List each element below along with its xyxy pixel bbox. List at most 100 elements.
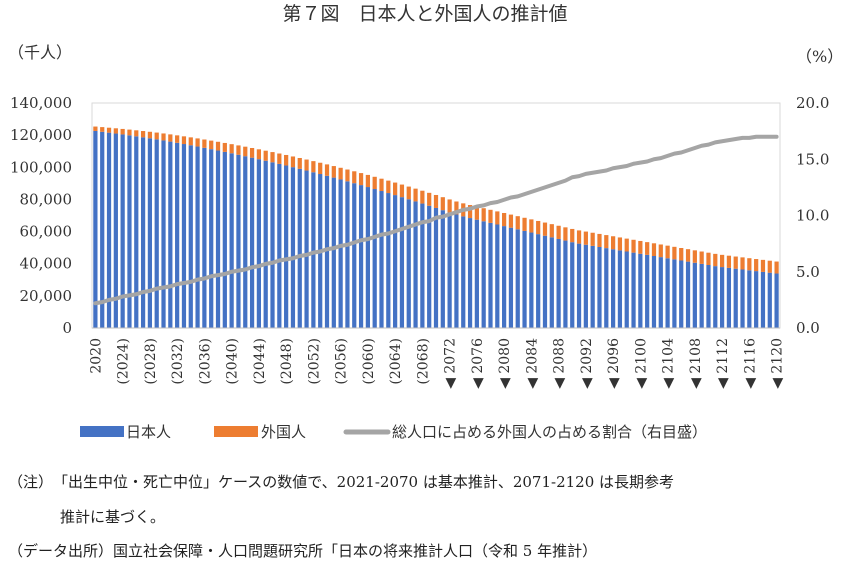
bar-japanese-2039 (222, 151, 227, 328)
bar-foreign-2034 (188, 137, 193, 146)
legend-swatch-foreign (214, 426, 258, 437)
bar-foreign-2101 (645, 242, 650, 255)
bar-foreign-2024 (120, 128, 125, 135)
left-tick-label: 140,000 (10, 94, 72, 112)
bar-foreign-2041 (236, 145, 241, 155)
bar-foreign-2021 (100, 127, 105, 132)
bar-japanese-2042 (243, 156, 248, 328)
bar-foreign-2100 (638, 240, 643, 254)
bar-japanese-2061 (372, 189, 377, 328)
bar-foreign-2079 (495, 211, 500, 225)
bar-japanese-2048 (284, 165, 289, 328)
bar-foreign-2097 (617, 237, 623, 251)
bar-japanese-2109 (699, 263, 704, 329)
bar-japanese-2025 (127, 135, 132, 328)
bar-japanese-2029 (154, 139, 159, 328)
bar-japanese-2082 (515, 229, 520, 328)
bar-japanese-2031 (168, 141, 173, 328)
bar-foreign-2092 (583, 231, 588, 245)
bar-japanese-2032 (175, 142, 180, 328)
bar-japanese-2079 (495, 224, 500, 328)
bar-japanese-2043 (249, 157, 255, 328)
source-note: （データ出所）国立社会保障・人口問題研究所「日本の将来推計人口（令和 5 年推計… (8, 542, 598, 560)
bar-foreign-2030 (161, 133, 166, 141)
bar-foreign-2082 (515, 216, 520, 230)
bar-japanese-2120 (774, 273, 779, 328)
bar-foreign-2073 (454, 201, 459, 215)
bar-foreign-2031 (168, 134, 173, 142)
left-tick-label: 20,000 (20, 287, 73, 305)
bar-japanese-2072 (447, 212, 452, 328)
bar-japanese-2081 (508, 227, 514, 328)
bar-japanese-2116 (747, 270, 752, 328)
left-tick-label: 120,000 (10, 126, 72, 144)
bar-japanese-2037 (209, 149, 214, 328)
bar-japanese-2058 (352, 183, 357, 328)
bar-foreign-2035 (195, 138, 200, 147)
left-tick-label: 40,000 (20, 255, 73, 273)
x-tick-label: ◀ 2116 (742, 338, 758, 389)
footnote-line-2: 推計に基づく。 (60, 508, 166, 526)
bar-japanese-2059 (358, 185, 364, 328)
bar-foreign-2063 (386, 180, 391, 194)
bar-foreign-2072 (447, 199, 452, 213)
bar-japanese-2057 (345, 181, 350, 328)
right-tick-label: 10.0 (796, 207, 829, 225)
bar-foreign-2116 (747, 258, 752, 271)
bar-japanese-2090 (570, 242, 575, 328)
bar-foreign-2102 (651, 243, 657, 256)
bar-japanese-2052 (311, 172, 316, 328)
x-tick-label: ◀ 2088 (552, 338, 568, 389)
bar-japanese-2041 (236, 154, 241, 328)
bar-foreign-2087 (549, 224, 554, 238)
bar-foreign-2025 (127, 129, 132, 136)
bar-foreign-2109 (699, 251, 704, 264)
bar-foreign-2120 (774, 261, 779, 274)
x-tick-label: ◀ 2120 (770, 338, 786, 389)
bar-foreign-2071 (440, 197, 445, 211)
bar-foreign-2049 (290, 156, 296, 168)
right-tick-label: 20.0 (796, 94, 829, 112)
bar-japanese-2115 (740, 269, 745, 328)
bar-foreign-2095 (604, 235, 609, 249)
bar-foreign-2039 (222, 142, 227, 152)
bar-foreign-2110 (706, 252, 711, 265)
legend-label-foreign: 外国人 (261, 423, 306, 441)
bar-foreign-2022 (106, 127, 112, 133)
bar-japanese-2093 (590, 245, 595, 329)
x-tick-label: (2040) (225, 338, 241, 385)
bar-japanese-2100 (638, 253, 643, 328)
right-tick-label: 5.0 (796, 263, 820, 281)
bar-foreign-2113 (726, 255, 732, 268)
bar-japanese-2046 (270, 162, 275, 328)
bar-japanese-2035 (195, 146, 200, 328)
bar-japanese-2054 (324, 175, 330, 328)
bar-foreign-2023 (113, 128, 118, 134)
bar-foreign-2106 (679, 248, 684, 261)
bar-japanese-2055 (331, 177, 336, 328)
bar-japanese-2095 (604, 248, 609, 329)
bar-japanese-2038 (215, 150, 221, 328)
bar-foreign-2076 (474, 206, 479, 220)
bar-japanese-2104 (665, 258, 670, 328)
bar-japanese-2056 (338, 179, 343, 328)
bar-japanese-2108 (692, 262, 697, 328)
bar-japanese-2051 (304, 170, 309, 328)
bar-foreign-2078 (488, 209, 493, 223)
bar-japanese-2034 (188, 145, 193, 328)
series-foreign-bars (93, 126, 779, 274)
left-tick-label: 60,000 (20, 223, 73, 241)
bar-foreign-2020 (93, 126, 98, 131)
series-foreign-ratio-line (93, 134, 779, 306)
x-tick-label: ◀ 2092 (579, 338, 595, 389)
left-axis-unit: （千人） (8, 43, 72, 62)
bar-japanese-2069 (427, 205, 432, 328)
x-tick-label: (2028) (143, 338, 159, 385)
bar-japanese-2033 (181, 144, 187, 328)
bar-foreign-2075 (467, 205, 473, 219)
bar-foreign-2045 (263, 150, 268, 161)
legend-swatch-japanese (80, 426, 124, 437)
bar-foreign-2111 (713, 253, 718, 267)
bar-japanese-2050 (297, 168, 302, 328)
